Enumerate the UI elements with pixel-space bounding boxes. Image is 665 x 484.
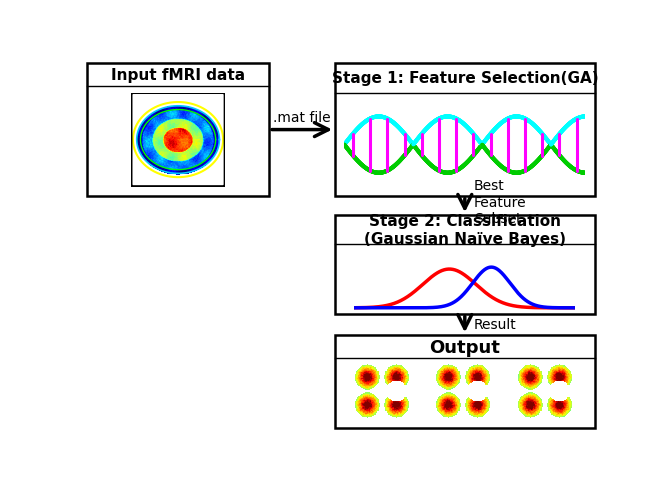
Bar [335,64,595,197]
Text: .mat file: .mat file [273,111,331,125]
Text: Best
Feature
Subset: Best Feature Subset [474,179,527,226]
Bar [87,64,269,197]
Text: Stage 1: Feature Selection(GA): Stage 1: Feature Selection(GA) [331,71,598,86]
Text: Input fMRI data: Input fMRI data [111,68,245,83]
Text: Result: Result [474,318,517,332]
Text: Stage 2: Classification
(Gaussian Naïve Bayes): Stage 2: Classification (Gaussian Naïve … [364,214,566,246]
Bar [335,335,595,428]
Bar [335,215,595,314]
Text: Output: Output [430,338,500,356]
